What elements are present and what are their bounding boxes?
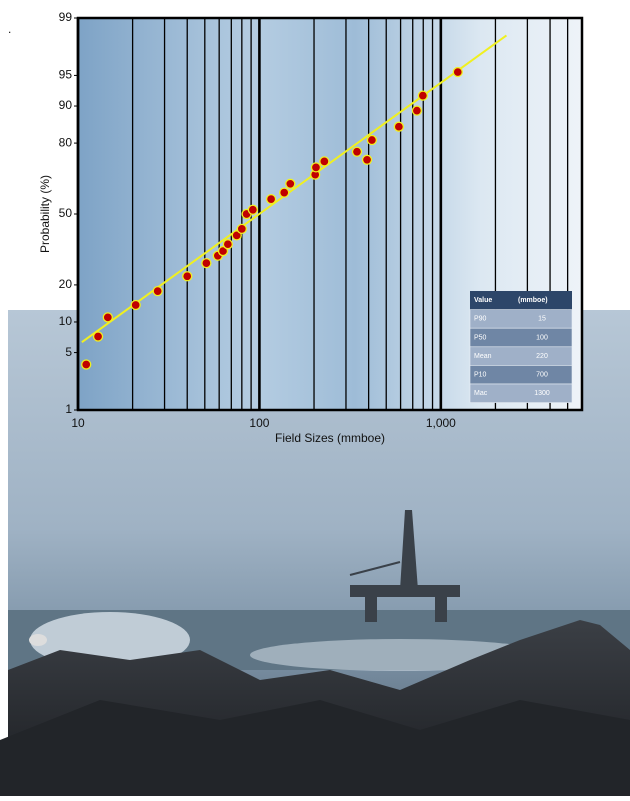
table-cell: Mac — [474, 390, 488, 397]
table-cell: 220 — [536, 353, 548, 360]
data-point — [81, 359, 92, 370]
table-cell: Mean — [474, 353, 492, 360]
y-tick-label: 90 — [59, 98, 73, 112]
x-tick-label: 100 — [249, 416, 269, 430]
data-point — [247, 204, 258, 215]
data-point — [452, 66, 463, 78]
y-tick-label: 80 — [59, 135, 73, 149]
table-cell: P50 — [474, 334, 487, 341]
data-point — [310, 162, 322, 173]
data-point — [417, 90, 429, 101]
data-point — [411, 105, 423, 116]
table-cell: P90 — [474, 316, 487, 323]
data-point — [222, 239, 234, 250]
y-tick-label: 50 — [59, 206, 73, 220]
plot-border — [76, 16, 584, 412]
data-point — [265, 193, 277, 205]
table-cell: 100 — [536, 334, 548, 341]
table-header — [470, 291, 572, 310]
data-point — [279, 187, 290, 198]
table-cell: 700 — [536, 372, 548, 379]
table-header-cell: (mmboe) — [518, 297, 548, 304]
x-axis-label: Field Sizes (mmboe) — [275, 431, 385, 445]
y-tick-label: 20 — [59, 277, 73, 291]
table-row — [469, 383, 573, 403]
data-point — [217, 245, 229, 257]
table-cell: P10 — [474, 372, 487, 379]
data-point — [152, 285, 163, 297]
data-point — [319, 156, 330, 167]
y-tick-label: 10 — [59, 314, 73, 328]
y-tick-label: 99 — [59, 10, 73, 24]
data-point — [361, 154, 373, 165]
data-point — [351, 146, 363, 157]
data-point — [130, 299, 141, 311]
table: Value (mmboe) P90 15 P50 100 Mean 220 P10 700 Mac 1… — [469, 291, 573, 403]
x-tick-label: 1,000 — [426, 416, 456, 430]
y-tick-label: 1 — [65, 402, 72, 416]
data-point — [285, 178, 296, 189]
data-point — [92, 331, 104, 342]
y-axis-label: Probability (%) — [38, 175, 52, 253]
annotation: . — [8, 22, 11, 36]
y-tick-label: 5 — [65, 345, 72, 359]
data-point — [102, 312, 113, 323]
table-header-cell: Value — [474, 297, 492, 304]
data-point — [201, 257, 212, 269]
table-cell: 15 — [538, 316, 546, 323]
x-tick-label: 10 — [71, 416, 85, 430]
data-point — [182, 271, 193, 282]
data-point — [393, 121, 405, 132]
data-point — [236, 223, 247, 235]
table-cell: 1300 — [534, 390, 550, 397]
data-point — [366, 134, 378, 146]
y-tick-label: 95 — [59, 68, 73, 82]
